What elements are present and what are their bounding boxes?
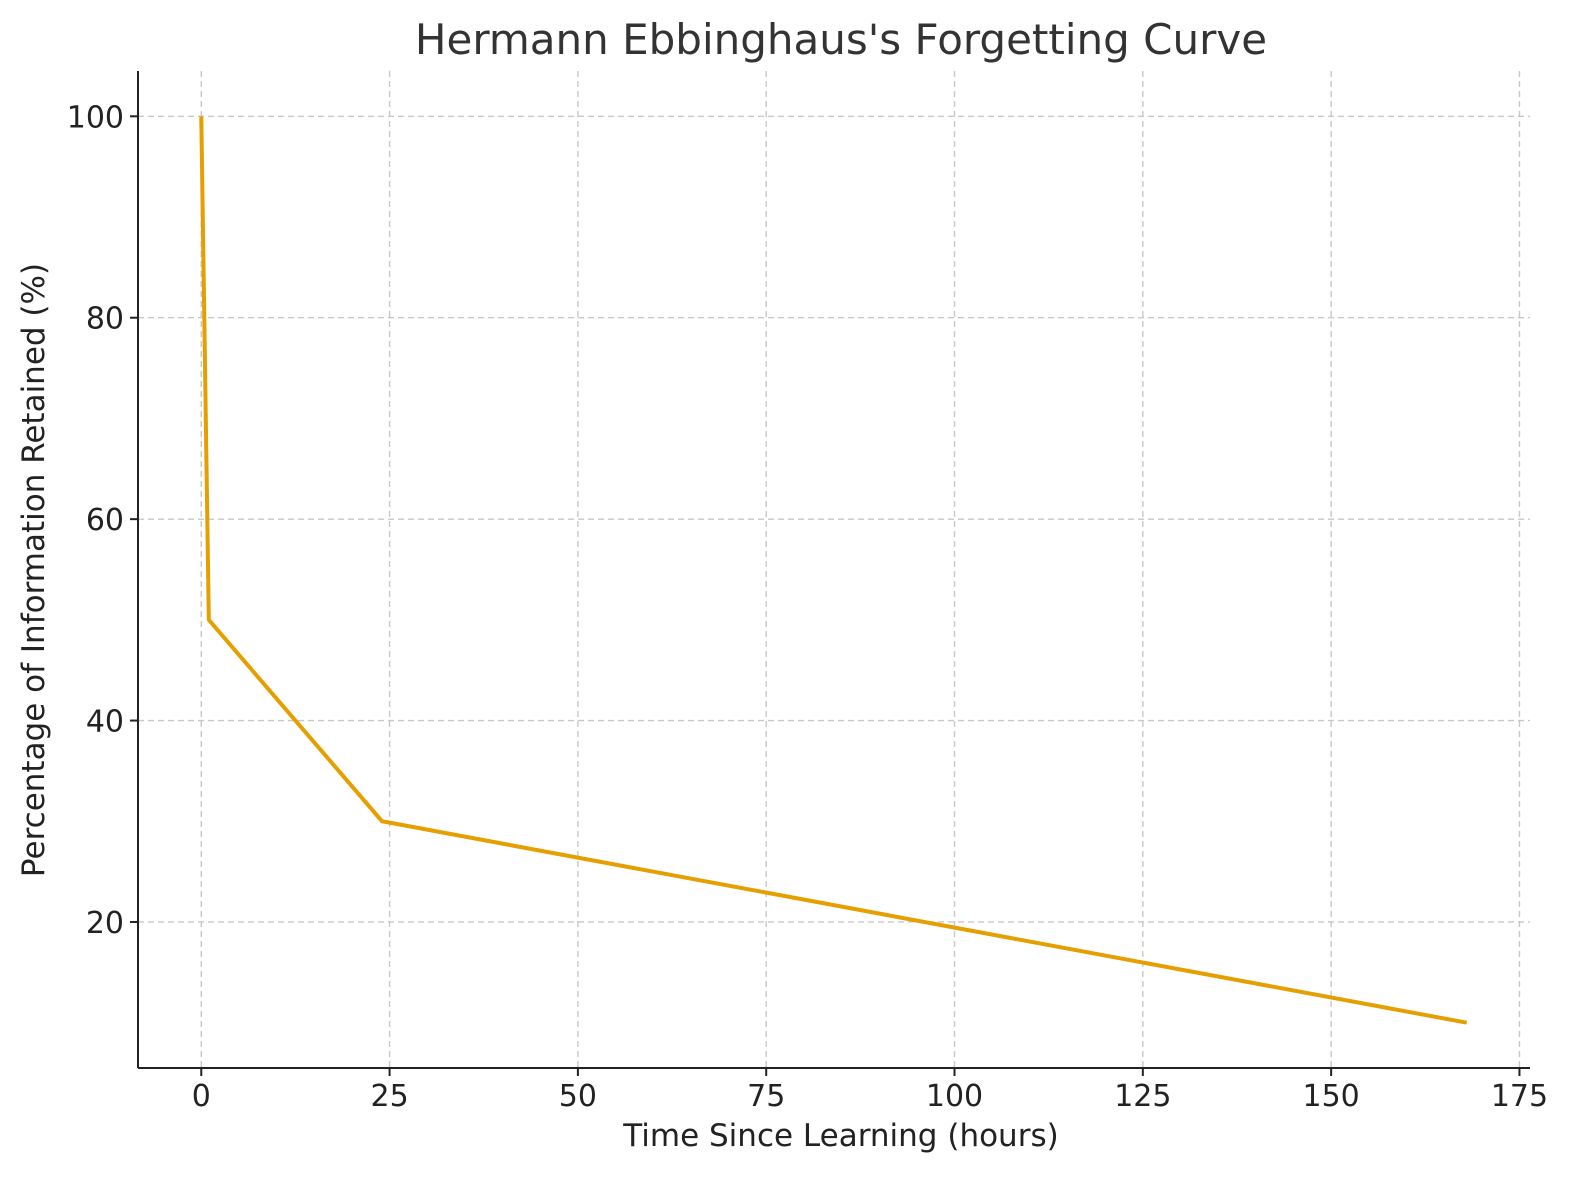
x-tick-label: 75	[747, 1079, 785, 1114]
x-tick-label: 50	[559, 1079, 597, 1114]
x-axis-label: Time Since Learning (hours)	[622, 1118, 1058, 1154]
y-tick-label: 80	[86, 302, 124, 337]
y-tick-label: 100	[67, 100, 124, 135]
axes-layer: 0 25 50 75 100 125 150 175 20 40 60 80 100	[67, 71, 1548, 1114]
y-tick-label: 40	[86, 705, 124, 740]
labels-layer: Hermann Ebbinghaus's Forgetting Curve Ti…	[16, 15, 1267, 1154]
x-tick-label: 0	[192, 1079, 211, 1114]
series-layer	[199, 116, 1468, 1025]
y-axis-label: Percentage of Information Retained (%)	[16, 263, 52, 877]
x-tick-label: 25	[370, 1079, 408, 1114]
grid-layer	[138, 71, 1530, 1068]
y-tick-label: 20	[86, 906, 124, 941]
x-tick-label: 125	[1114, 1079, 1171, 1114]
retention-series-line	[199, 116, 1468, 1025]
chart-title: Hermann Ebbinghaus's Forgetting Curve	[415, 15, 1267, 64]
x-tick-label: 175	[1491, 1079, 1548, 1114]
y-tick-label: 60	[86, 503, 124, 538]
x-tick-label: 150	[1303, 1079, 1360, 1114]
x-tick-label: 100	[926, 1079, 983, 1114]
